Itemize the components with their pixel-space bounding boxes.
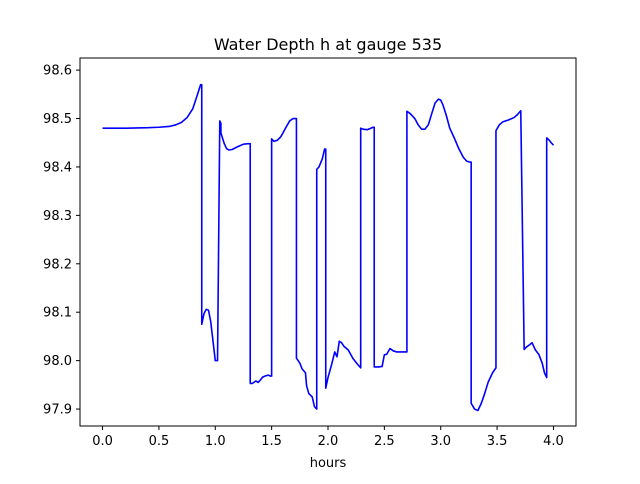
x-tick-label: 3.0 [430,434,451,449]
x-tick-label: 1.5 [261,434,282,449]
x-tick-label: 3.5 [487,434,508,449]
x-axis-ticks: 0.0 0.5 1.0 1.5 2.0 2.5 3.0 3.5 4.0 [92,426,564,449]
y-tick-label: 98.0 [43,354,72,369]
y-tick-label: 98.1 [43,306,72,321]
x-tick-label: 0.5 [149,434,170,449]
y-tick-label: 98.3 [43,209,72,224]
plot-area [80,58,576,426]
x-tick-label: 1.0 [205,434,226,449]
y-tick-label: 98.6 [43,64,72,79]
y-axis-ticks: 97.9 98.0 98.1 98.2 98.3 98.4 98.5 98.6 [43,64,80,418]
y-tick-label: 97.9 [43,403,72,418]
y-tick-label: 98.2 [43,257,72,272]
plot-frame [79,57,577,427]
series-layer [102,83,555,412]
x-tick-label: 2.5 [374,434,395,449]
chart-title: Water Depth h at gauge 535 [214,35,442,54]
x-axis-label: hours [310,456,347,471]
x-tick-label: 0.0 [92,434,113,449]
x-tick-label: 4.0 [543,434,564,449]
y-tick-label: 98.4 [43,160,72,175]
series-line-water-depth [102,83,555,412]
x-tick-label: 2.0 [318,434,339,449]
y-tick-label: 98.5 [43,112,72,127]
